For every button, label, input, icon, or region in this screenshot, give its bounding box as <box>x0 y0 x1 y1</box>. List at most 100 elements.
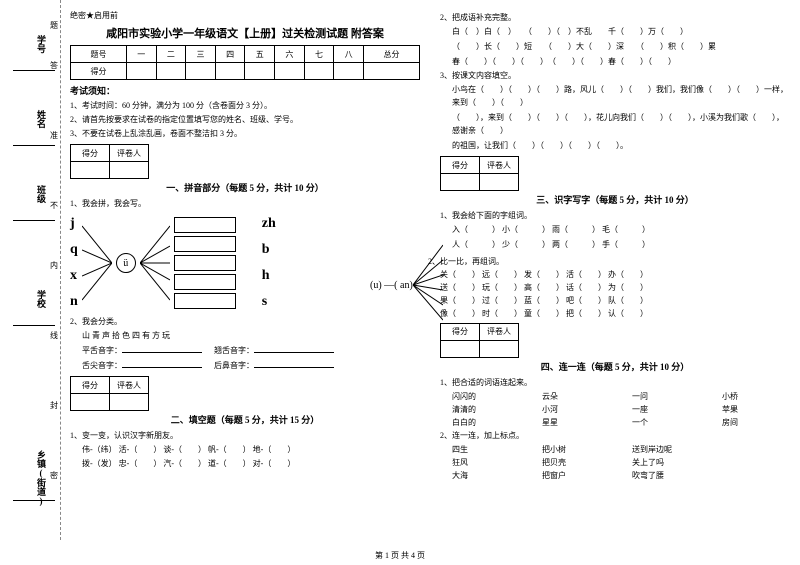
seal-char: 答 <box>50 60 58 71</box>
gradebox-cell: 评卷人 <box>480 157 519 174</box>
seal-char: 准 <box>50 130 58 141</box>
answer-box[interactable] <box>174 217 236 233</box>
score-cell[interactable] <box>215 63 245 80</box>
match-cell: 大海 <box>452 470 512 481</box>
seal-char: 题 <box>50 20 58 31</box>
fill-blank[interactable] <box>122 359 202 368</box>
score-cell: 二 <box>156 46 186 63</box>
gradebox-cell: 得分 <box>71 145 110 162</box>
connector-lines <box>413 240 443 330</box>
notice-heading: 考试须知： <box>70 84 420 97</box>
gradebox-cell[interactable] <box>71 162 110 179</box>
gradebox-cell[interactable] <box>71 394 110 411</box>
match-cell: 白白的 <box>452 417 512 428</box>
score-header-row: 题号 一 二 三 四 五 六 七 八 总分 <box>71 46 420 63</box>
answer-box[interactable] <box>174 274 236 290</box>
score-cell[interactable] <box>156 63 186 80</box>
fill-blank[interactable] <box>254 359 334 368</box>
fill-row: 拨-（发） 忠-（ ） 汽-（ ） 道-（ ） 对-（ ） <box>82 458 420 470</box>
vowel-circle: ü <box>116 253 136 273</box>
letter: zh <box>262 216 276 232</box>
question-text: 1、把合适的词语连起来。 <box>440 377 790 389</box>
word-row: 入（ ） 小（ ） 雨（ ） 毛（ ） <box>452 224 790 237</box>
seal-char: 封 <box>50 400 58 411</box>
score-cell[interactable] <box>186 63 216 80</box>
score-cell[interactable] <box>126 63 156 80</box>
match-row: 清清的 小河 一座 苹果 <box>452 404 790 415</box>
score-cell[interactable] <box>304 63 334 80</box>
fill-row: 平舌音字： 翘舌音字： <box>82 344 420 357</box>
diagram-right-extension: (u) — ( an) <box>370 240 443 330</box>
section-2-title: 二、填空题（每题 5 分，共计 15 分） <box>70 413 420 426</box>
score-value-row: 得分 <box>71 63 420 80</box>
match-cell: 四生 <box>452 444 512 455</box>
passage-row: 小鸟在（ ）（ ）（ ）路，风儿（ ）（ ）我们，我们像（ ）（ ）一样，来到（… <box>452 84 790 110</box>
match-cell: 闪闪的 <box>452 391 512 402</box>
idiom-row: （ ）长（ ）短 （ ）大（ ）深 （ ）积（ ）累 <box>452 41 790 54</box>
answer-box[interactable] <box>174 293 236 309</box>
question-text: 2、把成语补充完整。 <box>440 12 790 24</box>
score-table: 题号 一 二 三 四 五 六 七 八 总分 得分 <box>70 45 420 80</box>
score-cell[interactable] <box>363 63 419 80</box>
side-label-id: 学号 <box>35 35 48 53</box>
score-cell[interactable] <box>334 63 364 80</box>
seal-char: 线 <box>50 330 58 341</box>
side-underline <box>13 220 55 221</box>
score-cell: 总分 <box>363 46 419 63</box>
passage-row: （ ），来到（ ）（ ）（ ），花儿向我们（ ）（ ），小溪为我们歌（ ），感谢… <box>452 112 790 138</box>
answer-box[interactable] <box>174 255 236 271</box>
question-text: 1、我会拼，我会写。 <box>70 198 420 210</box>
fill-blank[interactable] <box>122 344 202 353</box>
fill-label: 舌尖音字： <box>82 361 122 370</box>
gradebox-cell[interactable] <box>441 174 480 191</box>
compare-row: 送（ ） 玩（ ） 高（ ） 话（ ） 为（ ） <box>440 282 648 293</box>
gradebox-cell[interactable] <box>110 394 149 411</box>
content-columns: 绝密★启用前 咸阳市实验小学一年级语文【上册】过关检测试题 附答案 题号 一 二… <box>70 10 790 483</box>
score-cell: 得分 <box>71 63 127 80</box>
gradebox-cell[interactable] <box>480 340 519 357</box>
matching-diagram-1: j q x n ü <box>70 216 420 310</box>
grade-box: 得分评卷人 <box>70 144 149 179</box>
gradebox-cell: 得分 <box>71 377 110 394</box>
match-cell: 把小树 <box>542 444 602 455</box>
match-cell: 房间 <box>722 417 782 428</box>
fill-blank[interactable] <box>254 344 334 353</box>
left-column: 绝密★启用前 咸阳市实验小学一年级语文【上册】过关检测试题 附答案 题号 一 二… <box>70 10 420 483</box>
matching-diagram-2: 2、比一比，再组词。 关（ ） 远（ ） 发（ ） 活（ ） 办（ ） 送（ ）… <box>440 256 790 319</box>
question-text: 2、我会分类。 <box>70 316 420 328</box>
gradebox-cell[interactable] <box>480 174 519 191</box>
score-cell: 七 <box>304 46 334 63</box>
side-label-name: 姓名 <box>35 110 48 128</box>
match-cell: 云朵 <box>542 391 602 402</box>
answer-box[interactable] <box>174 236 236 252</box>
score-cell[interactable] <box>245 63 275 80</box>
passage-row: 的祖国，让我们（ ）（ ）（ ）（ ）。 <box>452 140 790 153</box>
seal-char: 密 <box>50 470 58 481</box>
score-cell: 六 <box>275 46 305 63</box>
fill-label: 平舌音字： <box>82 346 122 355</box>
letter: q <box>70 242 78 258</box>
connector-lines <box>140 218 170 308</box>
score-cell: 题号 <box>71 46 127 63</box>
grade-box: 得分评卷人 <box>70 376 149 411</box>
match-cell: 苹果 <box>722 404 782 415</box>
connector-lines <box>82 218 112 308</box>
score-cell: 五 <box>245 46 275 63</box>
seal-char: 内 <box>50 260 58 271</box>
question-text: 3、按课文内容填空。 <box>440 70 790 82</box>
gradebox-cell[interactable] <box>441 340 480 357</box>
match-cell: 把贝壳 <box>542 457 602 468</box>
side-underline <box>13 145 55 146</box>
side-underline <box>13 70 55 71</box>
page-footer: 第 1 页 共 4 页 <box>0 550 800 561</box>
letter: x <box>70 268 78 284</box>
score-cell[interactable] <box>275 63 305 80</box>
section-4-title: 四、连一连（每题 5 分，共计 10 分） <box>440 360 790 373</box>
side-underline <box>13 325 55 326</box>
compare-row: 像（ ） 时（ ） 童（ ） 把（ ） 认（ ） <box>440 308 648 319</box>
notice-item: 1、考试时间：60 分钟，满分为 100 分（含卷面分 3 分）。 <box>70 100 420 112</box>
match-row: 四生 把小树 送到岸边呢 <box>452 444 790 455</box>
gradebox-cell[interactable] <box>110 162 149 179</box>
score-cell: 四 <box>215 46 245 63</box>
letter: s <box>262 294 276 310</box>
